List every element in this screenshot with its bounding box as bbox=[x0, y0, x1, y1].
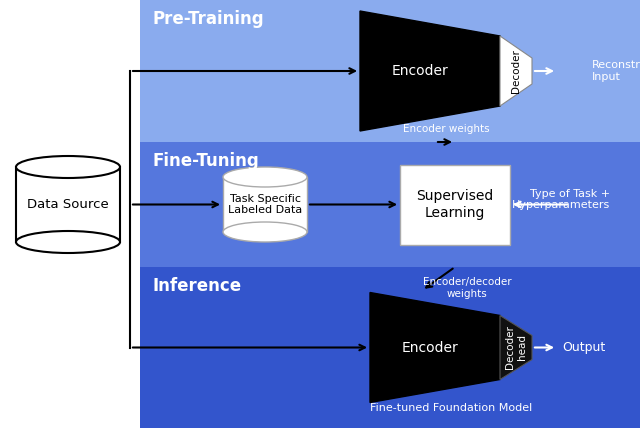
Polygon shape bbox=[370, 292, 500, 402]
Text: Fine-Tuning: Fine-Tuning bbox=[152, 152, 259, 170]
Text: Encoder/decoder
weights: Encoder/decoder weights bbox=[422, 277, 511, 299]
Text: Decoder
head: Decoder head bbox=[505, 326, 527, 369]
Text: Type of Task +
Hyperparameters: Type of Task + Hyperparameters bbox=[512, 189, 610, 210]
Ellipse shape bbox=[223, 222, 307, 242]
Text: Fine-tuned Foundation Model: Fine-tuned Foundation Model bbox=[370, 403, 532, 413]
Bar bbox=[16, 167, 120, 242]
Bar bbox=[140, 267, 640, 428]
Text: Output: Output bbox=[562, 341, 605, 354]
Bar bbox=[140, 142, 640, 267]
Bar bbox=[400, 164, 510, 244]
Polygon shape bbox=[500, 36, 532, 106]
Polygon shape bbox=[360, 11, 500, 131]
Text: Encoder weights: Encoder weights bbox=[403, 124, 490, 134]
Text: Task Specific
Labeled Data: Task Specific Labeled Data bbox=[228, 194, 302, 215]
Text: Reconstructed
Input: Reconstructed Input bbox=[592, 60, 640, 82]
Text: Decoder: Decoder bbox=[511, 49, 521, 93]
Text: Supervised
Learning: Supervised Learning bbox=[417, 190, 493, 220]
Text: Data Source: Data Source bbox=[27, 198, 109, 211]
Bar bbox=[223, 177, 307, 232]
Ellipse shape bbox=[16, 231, 120, 253]
Text: Pre-Training: Pre-Training bbox=[152, 10, 264, 28]
Ellipse shape bbox=[16, 156, 120, 178]
Text: Inference: Inference bbox=[152, 277, 241, 295]
Bar bbox=[140, 0, 640, 142]
Text: Encoder: Encoder bbox=[392, 64, 449, 78]
Ellipse shape bbox=[223, 167, 307, 187]
Polygon shape bbox=[500, 315, 532, 380]
Text: Encoder: Encoder bbox=[402, 341, 458, 354]
